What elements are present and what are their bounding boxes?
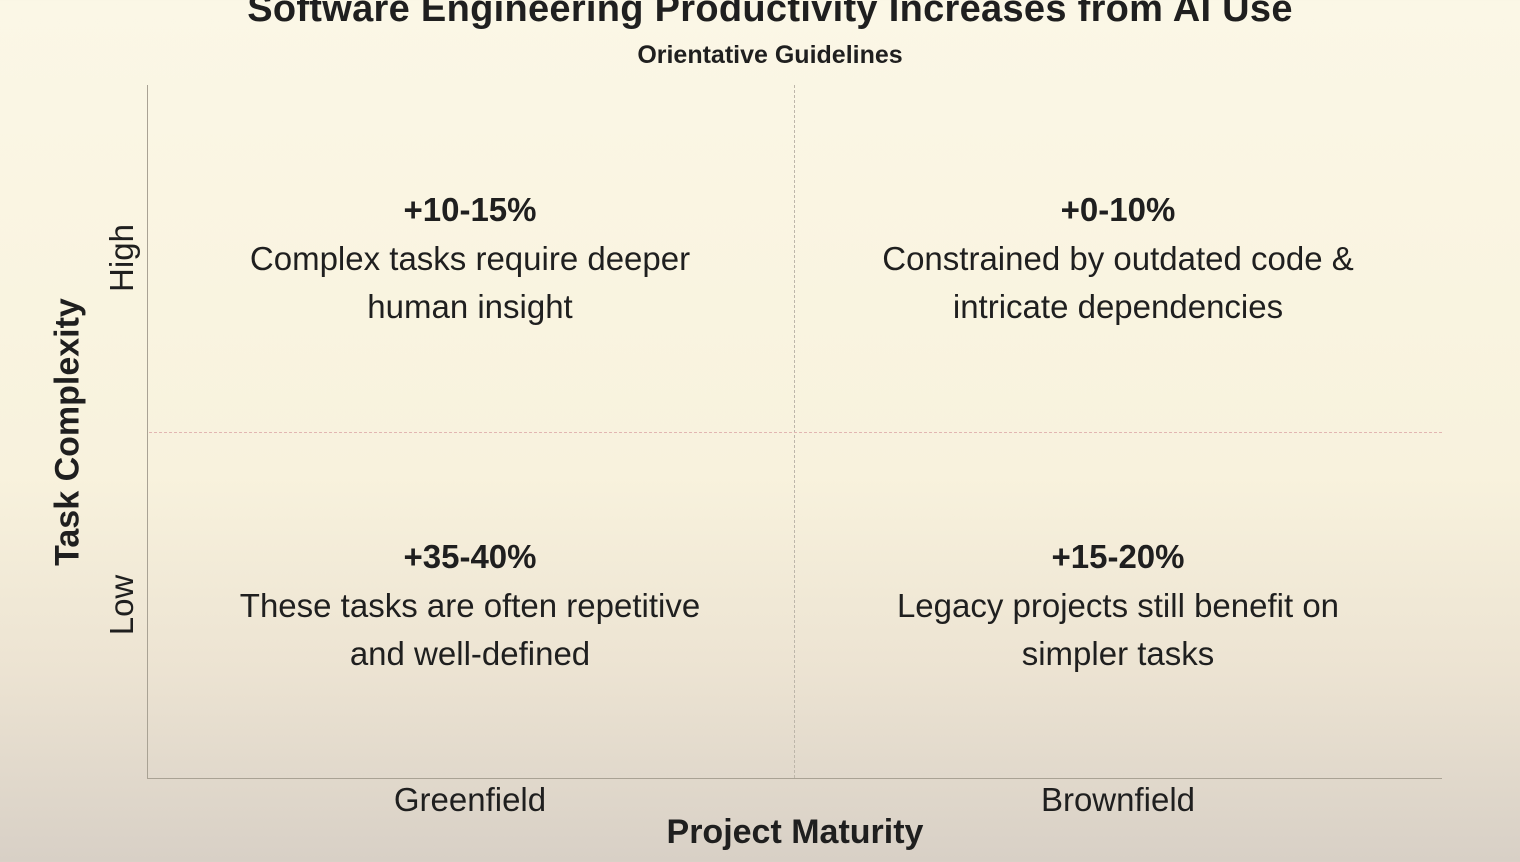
- quadrant-description-line: and well-defined: [349, 635, 591, 672]
- horizontal-divider: [149, 432, 1442, 433]
- quadrant-description: Legacy projects still benefit on simpler…: [818, 582, 1418, 678]
- quadrant-description-line: These tasks are often repetitive: [239, 587, 701, 624]
- y-axis-line: [147, 85, 148, 779]
- x-tick-brownfield: Brownfield: [1040, 781, 1196, 818]
- quadrant-description-line: Constrained by outdated code &: [882, 240, 1354, 277]
- quadrant-percentage: +15-20%: [1051, 538, 1185, 575]
- quadrant-description-line: Complex tasks require deeper: [249, 240, 691, 277]
- quadrant-brownfield-low: +15-20% Legacy projects still benefit on…: [818, 535, 1418, 678]
- y-axis-title: Task Complexity: [48, 298, 87, 566]
- quadrant-percentage: +0-10%: [1060, 191, 1176, 228]
- x-axis-title: Project Maturity: [666, 813, 924, 851]
- quadrant-description: Complex tasks require deeper human insig…: [170, 235, 770, 331]
- chart-title: Software Engineering Productivity Increa…: [247, 0, 1293, 30]
- quadrant-description-line: intricate dependencies: [952, 288, 1284, 325]
- quadrant-description-line: Legacy projects still benefit on: [896, 587, 1340, 624]
- quadrant-description-line: simpler tasks: [1021, 635, 1215, 672]
- quadrant-brownfield-high: +0-10% Constrained by outdated code & in…: [818, 188, 1418, 331]
- quadrant-description-line: human insight: [367, 288, 573, 325]
- quadrant-description: Constrained by outdated code & intricate…: [818, 235, 1418, 331]
- quadrant-description: These tasks are often repetitive and wel…: [170, 582, 770, 678]
- quadrant-greenfield-high: +10-15% Complex tasks require deeper hum…: [170, 188, 770, 331]
- x-axis-line: [147, 778, 1442, 779]
- quadrant-percentage: +10-15%: [403, 191, 537, 228]
- y-tick-low: Low: [103, 574, 140, 636]
- y-tick-high: High: [103, 224, 140, 292]
- quadrant-greenfield-low: +35-40% These tasks are often repetitive…: [170, 535, 770, 678]
- quadrant-percentage: +35-40%: [403, 538, 537, 575]
- chart-subtitle: Orientative Guidelines: [637, 41, 903, 69]
- vertical-divider: [794, 85, 795, 778]
- x-tick-greenfield: Greenfield: [393, 781, 547, 818]
